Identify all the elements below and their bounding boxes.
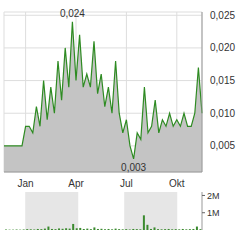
svg-text:0,024: 0,024 xyxy=(60,8,85,19)
svg-text:Apr: Apr xyxy=(68,178,84,189)
svg-text:0,025: 0,025 xyxy=(210,10,232,21)
svg-text:0,005: 0,005 xyxy=(210,140,232,151)
svg-text:Okt: Okt xyxy=(169,178,185,189)
svg-text:0,010: 0,010 xyxy=(210,108,232,119)
svg-text:0,020: 0,020 xyxy=(210,42,232,53)
svg-text:2M: 2M xyxy=(207,191,220,201)
svg-text:0,015: 0,015 xyxy=(210,75,232,86)
svg-text:0,003: 0,003 xyxy=(121,162,146,173)
svg-text:1M: 1M xyxy=(207,208,220,218)
svg-text:Jan: Jan xyxy=(18,178,34,189)
svg-text:Jul: Jul xyxy=(120,178,133,189)
